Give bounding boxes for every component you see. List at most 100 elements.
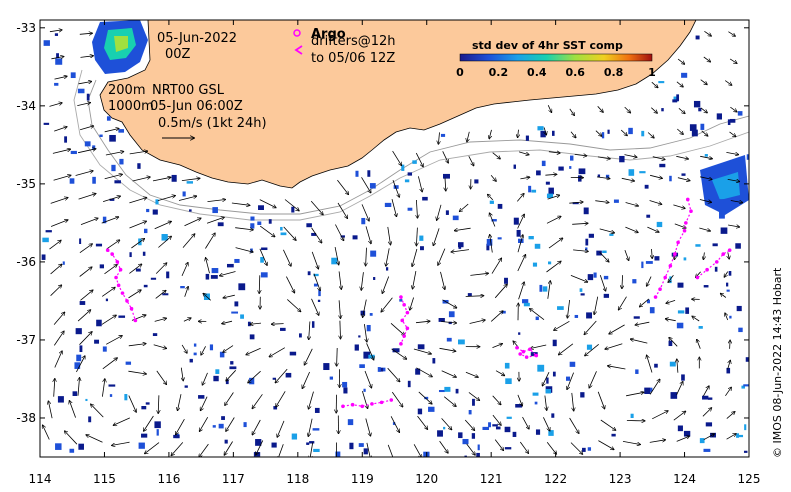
sst-pixel [583,207,589,215]
lon-tick-label: 122 [544,472,567,486]
current-vector [155,291,166,299]
sst-pixel [522,299,529,304]
sst-pixel [537,126,544,131]
sst-pixel [217,222,224,227]
current-vector [181,263,188,277]
colorbar-tick-label: 0 [456,66,464,79]
sst-pixel [243,422,247,428]
current-vector [54,351,62,368]
current-vector [595,130,602,136]
current-vector [182,234,195,248]
current-vector [80,290,93,301]
sst-pixel [428,406,435,412]
sst-pixel [342,381,348,388]
drifter-track [399,295,410,346]
current-vector [490,311,503,322]
sst-pixel [613,199,619,203]
sst-pixel [649,307,655,314]
sst-pixel [359,364,365,368]
sst-pixel [683,257,687,261]
current-vector [128,290,142,299]
current-vector [518,129,519,138]
current-vector [364,324,367,342]
current-vector [490,174,496,181]
current-vector [337,347,338,366]
current-vector [311,298,319,315]
sst-pixel [719,188,723,193]
sst-pixel [109,134,116,142]
sst-pixel [736,434,744,438]
sst-pixel [532,392,539,396]
current-vector [145,442,160,454]
current-vector [700,155,712,158]
current-vector [544,127,546,135]
current-vector [308,418,313,437]
current-vector [105,152,124,156]
drifter-point [120,291,125,295]
current-vector [223,294,235,298]
drifter-point [114,275,118,280]
sst-pixel [601,132,605,139]
sst-pixel [681,72,688,78]
sst-pixel [363,388,366,392]
sst-pixel [125,361,132,365]
sst-pixel [79,238,82,245]
current-vector [78,82,92,85]
current-vector [259,275,260,293]
drifter-point [714,260,719,264]
sst-pixel [714,266,718,272]
current-vector [415,152,423,167]
drifter-legend-marker [294,45,303,55]
sst-pixel [705,422,713,427]
sst-pixel [420,246,424,251]
sst-pixel [445,210,449,215]
sst-pixel [55,58,63,65]
current-vector [200,416,209,431]
sst-pixel [578,168,586,175]
colorbar [459,53,653,62]
current-vector [600,419,616,430]
sst-pixel [268,219,272,224]
argo-legend-marker [293,29,301,37]
current-vector [442,151,449,163]
current-vector [302,371,310,388]
current-vector [176,419,185,434]
sst-pixel [76,354,82,362]
current-vector [700,107,707,113]
sst-pixel [703,448,711,452]
current-vector [624,249,629,260]
current-vector [53,175,71,181]
sst-pixel [462,438,469,445]
current-vector [252,394,263,408]
sst-pixel [669,361,676,367]
current-vector [178,394,182,410]
drifter-point [653,295,658,299]
sst-pixel [586,344,593,350]
sst-pixel [399,299,403,302]
current-vector [598,440,613,450]
sst-pixel [438,389,445,393]
sst-pixel [677,425,683,432]
sst-pixel [700,123,705,130]
current-vector [545,174,556,175]
sst-pixel [366,324,371,332]
sst-pixel [189,209,192,212]
current-vector [465,296,484,297]
current-vector [635,321,650,325]
drifter-point [721,252,726,256]
current-vector [106,240,120,250]
drifter-point [110,252,114,256]
drifter-point [125,299,129,303]
lon-tick-label: 120 [415,472,438,486]
current-vector [390,416,399,432]
current-vector [101,287,115,297]
sst-pixel [424,396,429,400]
current-vector [595,201,609,203]
current-vector [309,321,310,340]
sst-pixel [476,452,480,457]
sst-pixel [343,387,348,394]
current-vector [700,176,712,180]
sst-pixel [43,40,50,46]
drifter-track [341,398,394,409]
current-vector [283,249,291,266]
